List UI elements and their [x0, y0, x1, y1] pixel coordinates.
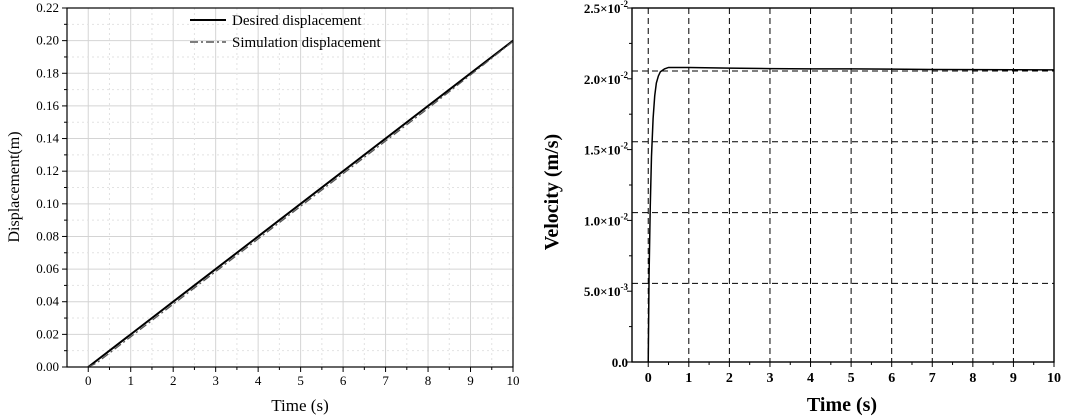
y-axis-label: Velocity (m/s) — [541, 134, 563, 250]
x-tick-label: 4 — [807, 371, 814, 386]
axes — [62, 7, 514, 372]
tick-labels: 0 1 2 3 4 5 6 7 8 9 10 0.0 5.0×10-3 1.0×10-2 1.5×10-2 2… — [584, 0, 1061, 386]
y-tick-label: 0.14 — [36, 131, 59, 146]
x-tick-label: 3 — [766, 371, 773, 386]
y-tick-label: 0.16 — [36, 98, 59, 113]
desired-displacement-line — [87, 39, 514, 368]
legend-label-simulation: Simulation displacement — [232, 35, 382, 51]
y-axis-label: Displacement(m) — [6, 131, 23, 242]
series-group — [647, 66, 1055, 363]
y-tick-label: 1.5×10-2 — [584, 141, 629, 158]
displacement-chart: 0 1 2 3 4 5 6 7 8 9 10 0.00 0.02 0.04 0.06 0.08 0.10 0.12… — [6, 0, 520, 415]
y-tick-label: 2.5×10-2 — [584, 0, 629, 16]
x-tick-label: 3 — [212, 373, 219, 388]
y-tick-label: 0.00 — [36, 359, 59, 374]
x-tick-label: 7 — [382, 373, 389, 388]
x-tick-label: 10 — [1047, 371, 1061, 386]
x-tick-label: 9 — [467, 373, 474, 388]
legend: Desired displacement Simulation displace… — [190, 13, 382, 51]
x-tick-label: 5 — [848, 371, 855, 386]
tick-labels: 0 1 2 3 4 5 6 7 8 9 10 0.00 0.02 0.04 0.06 0.08 0.10 0.12… — [36, 0, 519, 388]
y-tick-label: 0.08 — [36, 228, 59, 243]
x-axis-label: Time (s) — [807, 394, 877, 416]
y-tick-label: 0.12 — [36, 163, 59, 178]
x-tick-label: 9 — [1010, 371, 1017, 386]
y-tick-label: 0.02 — [36, 326, 59, 341]
x-tick-label: 0 — [85, 373, 92, 388]
x-tick-label: 6 — [888, 371, 895, 386]
y-tick-label: 0.22 — [36, 0, 59, 15]
x-tick-label: 1 — [127, 373, 134, 388]
y-tick-label: 2.0×10-2 — [584, 70, 629, 87]
x-tick-label: 8 — [425, 373, 432, 388]
x-axis-label: Time (s) — [271, 396, 328, 415]
x-tick-label: 8 — [969, 371, 976, 386]
y-tick-label: 5.0×10-3 — [584, 282, 629, 299]
y-tick-label: 0.04 — [36, 294, 59, 309]
axes — [627, 7, 1055, 367]
x-tick-label: 2 — [170, 373, 177, 388]
x-tick-label: 0 — [645, 371, 652, 386]
velocity-chart: 0 1 2 3 4 5 6 7 8 9 10 0.0 5.0×10-3 1.0×10-2 1.5×10-2 2… — [541, 0, 1061, 416]
y-tick-label: 0.10 — [36, 196, 59, 211]
series-group — [87, 39, 514, 368]
x-tick-label: 2 — [726, 371, 733, 386]
plot-frame — [631, 7, 1055, 363]
x-tick-label: 7 — [929, 371, 936, 386]
simulation-displacement-line — [87, 40, 514, 368]
legend-label-desired: Desired displacement — [232, 13, 362, 29]
y-tick-label: 0.20 — [36, 33, 59, 48]
x-tick-label: 4 — [255, 373, 262, 388]
y-tick-label: 0.06 — [36, 261, 59, 276]
grid — [67, 7, 514, 368]
y-tick-label: 0.0 — [612, 355, 628, 370]
x-tick-label: 1 — [685, 371, 692, 386]
velocity-line — [647, 66, 1055, 363]
x-tick-label: 5 — [297, 373, 304, 388]
grid — [632, 8, 1054, 362]
y-tick-label: 1.0×10-2 — [584, 211, 629, 228]
x-tick-label: 10 — [507, 373, 520, 388]
y-tick-label: 0.18 — [36, 65, 59, 80]
x-tick-label: 6 — [340, 373, 347, 388]
